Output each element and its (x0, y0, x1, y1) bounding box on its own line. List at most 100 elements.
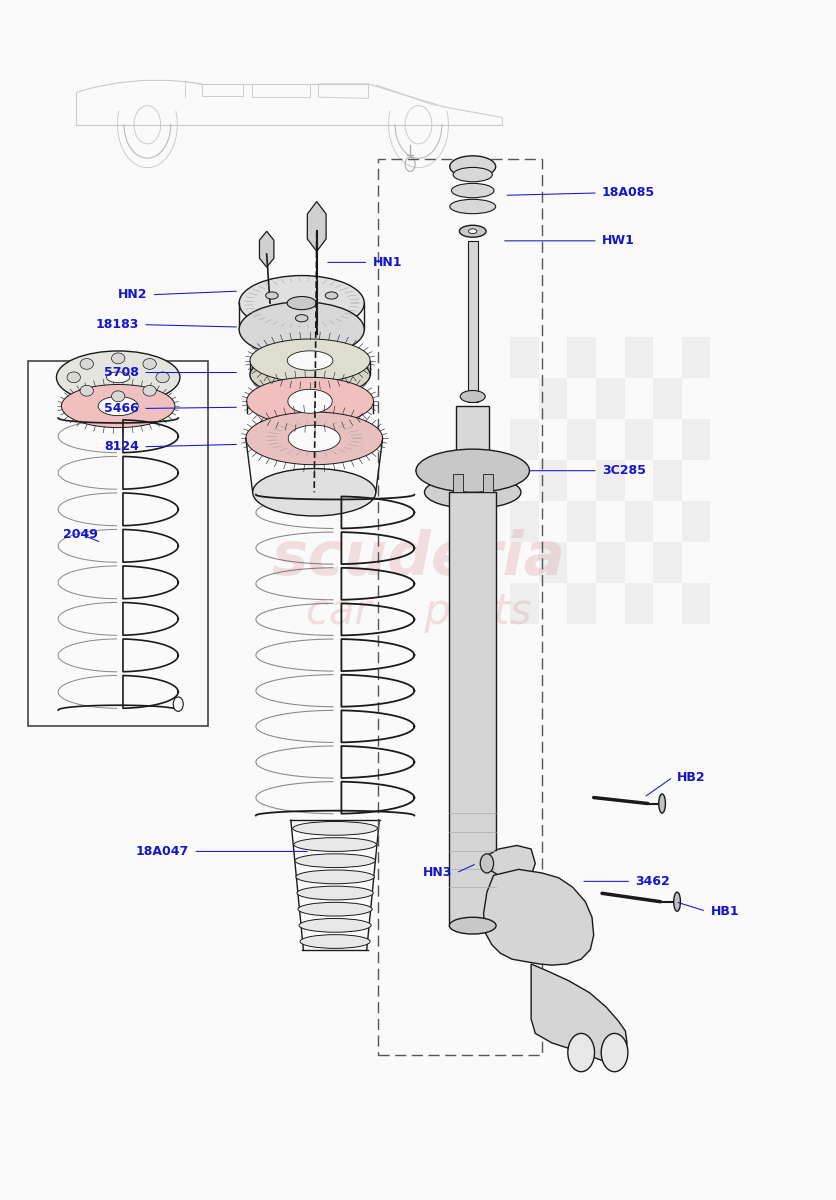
Polygon shape (246, 412, 382, 464)
Ellipse shape (673, 892, 680, 911)
Ellipse shape (293, 838, 376, 852)
Ellipse shape (449, 917, 496, 934)
Ellipse shape (449, 156, 495, 178)
Bar (467, 241, 477, 402)
Bar (538, 460, 567, 500)
Ellipse shape (460, 390, 485, 402)
Bar (456, 406, 489, 470)
Ellipse shape (451, 184, 493, 198)
Text: HB1: HB1 (710, 905, 738, 918)
Bar (681, 419, 710, 460)
Ellipse shape (143, 359, 156, 370)
Bar (510, 337, 538, 378)
Ellipse shape (80, 359, 94, 370)
Text: HN3: HN3 (422, 866, 451, 880)
Polygon shape (288, 389, 332, 413)
Bar (28, 360, 208, 726)
Ellipse shape (459, 226, 486, 238)
Text: car    parts: car parts (305, 590, 531, 632)
Ellipse shape (297, 886, 373, 900)
Ellipse shape (106, 372, 130, 383)
Circle shape (173, 697, 183, 712)
Polygon shape (247, 377, 373, 425)
Ellipse shape (325, 292, 338, 299)
Bar (681, 500, 710, 542)
Text: 5708: 5708 (104, 366, 139, 379)
Bar (452, 474, 462, 492)
Text: HW1: HW1 (601, 234, 635, 247)
Ellipse shape (452, 168, 492, 181)
Text: HN1: HN1 (372, 256, 401, 269)
Bar (595, 542, 624, 583)
Bar (449, 492, 496, 925)
Ellipse shape (56, 350, 180, 403)
Bar (510, 500, 538, 542)
Ellipse shape (293, 822, 377, 835)
Ellipse shape (265, 292, 278, 299)
Polygon shape (287, 350, 333, 371)
Bar (567, 419, 595, 460)
Bar (567, 500, 595, 542)
Ellipse shape (111, 353, 125, 364)
Polygon shape (307, 202, 326, 251)
Text: scuderia: scuderia (272, 528, 564, 588)
Polygon shape (259, 232, 273, 268)
Ellipse shape (415, 449, 529, 492)
Bar (624, 337, 652, 378)
Ellipse shape (298, 918, 370, 932)
Polygon shape (250, 340, 370, 382)
Text: 3462: 3462 (635, 875, 670, 888)
Circle shape (600, 1033, 627, 1072)
Ellipse shape (295, 314, 308, 322)
Bar (538, 378, 567, 419)
Bar (595, 378, 624, 419)
Bar (652, 378, 681, 419)
Ellipse shape (80, 385, 94, 396)
Text: 18A047: 18A047 (135, 845, 189, 858)
Bar (595, 460, 624, 500)
Bar (624, 583, 652, 624)
Text: 18183: 18183 (95, 318, 139, 331)
Bar (652, 542, 681, 583)
Ellipse shape (250, 353, 370, 396)
Bar (510, 583, 538, 624)
Text: HB2: HB2 (676, 770, 705, 784)
Ellipse shape (111, 391, 125, 402)
Bar (681, 583, 710, 624)
Polygon shape (98, 396, 138, 415)
Bar (624, 419, 652, 460)
Ellipse shape (298, 902, 372, 916)
Ellipse shape (67, 372, 80, 383)
Ellipse shape (658, 794, 665, 814)
Bar (538, 542, 567, 583)
Bar (482, 474, 492, 492)
Bar (567, 337, 595, 378)
Polygon shape (288, 425, 339, 451)
Ellipse shape (468, 229, 477, 234)
Bar (567, 583, 595, 624)
Bar (510, 419, 538, 460)
Bar (652, 460, 681, 500)
Ellipse shape (155, 372, 169, 383)
Ellipse shape (299, 935, 370, 948)
Ellipse shape (295, 870, 374, 883)
Polygon shape (531, 964, 626, 1062)
Ellipse shape (424, 476, 520, 509)
Polygon shape (483, 846, 535, 877)
Text: 3C285: 3C285 (601, 464, 645, 478)
Ellipse shape (143, 385, 156, 396)
Text: 5466: 5466 (104, 402, 139, 415)
Circle shape (567, 1033, 594, 1072)
Ellipse shape (449, 199, 495, 214)
Bar (681, 337, 710, 378)
Ellipse shape (239, 302, 364, 356)
Text: HN2: HN2 (118, 288, 147, 301)
Ellipse shape (294, 854, 375, 868)
Ellipse shape (252, 468, 375, 516)
Circle shape (480, 854, 493, 872)
Bar (624, 500, 652, 542)
Text: 2049: 2049 (64, 528, 98, 541)
Text: 18A085: 18A085 (601, 186, 655, 199)
Ellipse shape (239, 276, 364, 331)
Polygon shape (483, 869, 593, 965)
